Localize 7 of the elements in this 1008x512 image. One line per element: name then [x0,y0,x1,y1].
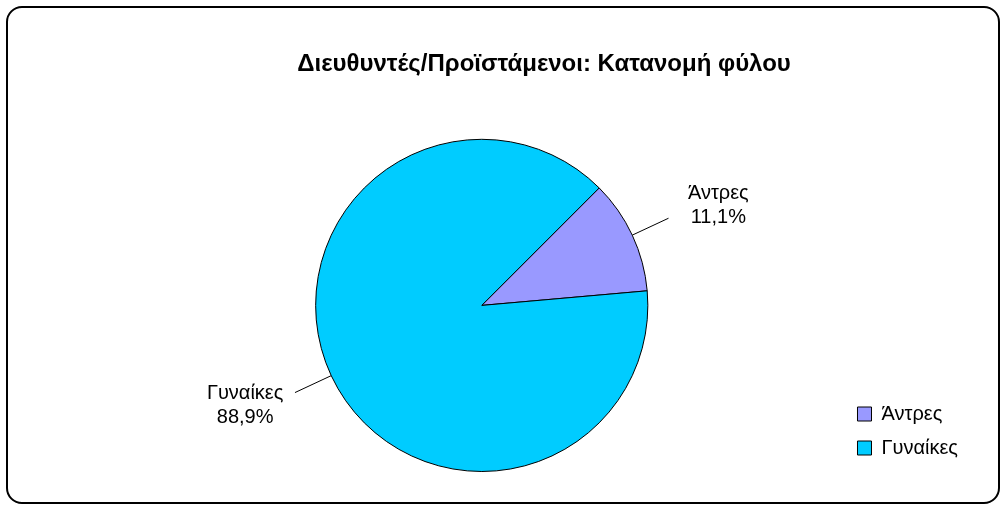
legend-label: Γυναίκες [881,435,959,458]
legend-label: Άντρες [881,401,943,424]
data-label: 88,9% [216,404,274,427]
slice-label: Γυναίκες [206,380,284,403]
chart-title: Διευθυντές/Προϊστάμενοι: Κατανομή φύλου [297,49,791,77]
slice-label: Άντρες [687,181,750,204]
data-label: 11,1% [690,205,747,228]
